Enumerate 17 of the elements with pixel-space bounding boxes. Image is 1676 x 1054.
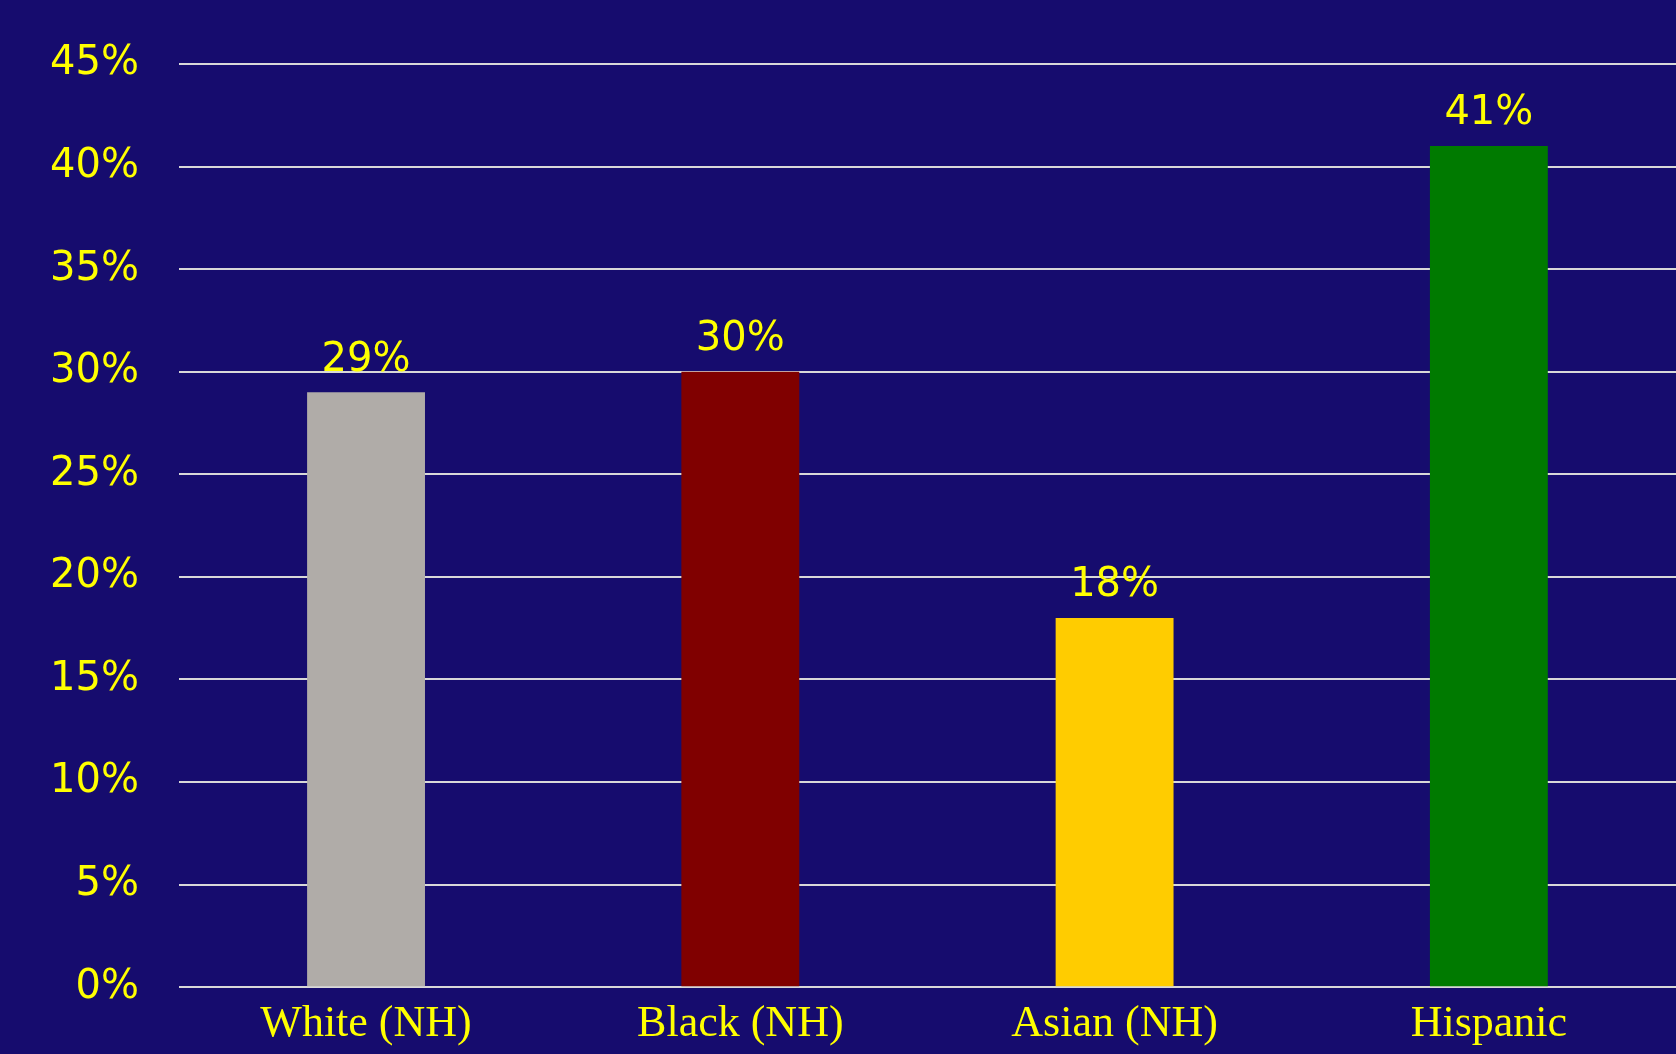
y-tick-label: 20% [50, 550, 139, 597]
x-tick-label: Hispanic [1410, 997, 1568, 1047]
x-tick-label: Black (NH) [637, 997, 844, 1047]
y-tick-label: 35% [50, 242, 139, 289]
x-tick-label: Asian (NH) [1011, 997, 1218, 1047]
x-tick-label: White (NH) [260, 997, 472, 1047]
data-label: 30% [695, 313, 785, 360]
y-tick-label: 40% [50, 139, 139, 186]
data-label: 41% [1444, 87, 1534, 134]
y-tick-label: 15% [50, 652, 139, 699]
data-label: 29% [321, 333, 411, 380]
y-tick-label: 30% [50, 345, 139, 392]
y-tick-label: 25% [50, 447, 139, 494]
y-tick-label: 0% [75, 960, 139, 1007]
y-tick-label: 10% [50, 755, 139, 802]
y-tick-label: 45% [50, 37, 139, 84]
y-tick-label: 5% [75, 858, 139, 905]
